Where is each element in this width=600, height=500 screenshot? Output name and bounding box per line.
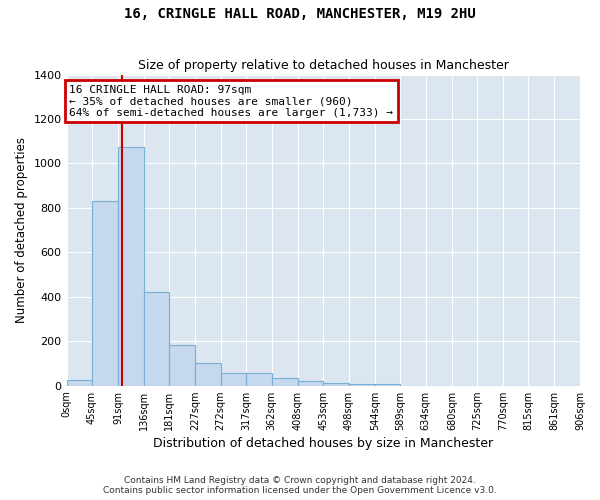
Bar bbox=[375, 384, 400, 386]
Text: 16 CRINGLE HALL ROAD: 97sqm
← 35% of detached houses are smaller (960)
64% of se: 16 CRINGLE HALL ROAD: 97sqm ← 35% of det… bbox=[70, 84, 394, 118]
Bar bbox=[221, 373, 246, 386]
Bar bbox=[118, 147, 143, 386]
Bar bbox=[143, 292, 169, 386]
X-axis label: Distribution of detached houses by size in Manchester: Distribution of detached houses by size … bbox=[153, 437, 493, 450]
Text: Contains HM Land Registry data © Crown copyright and database right 2024.
Contai: Contains HM Land Registry data © Crown c… bbox=[103, 476, 497, 495]
Bar bbox=[246, 374, 272, 386]
Text: 16, CRINGLE HALL ROAD, MANCHESTER, M19 2HU: 16, CRINGLE HALL ROAD, MANCHESTER, M19 2… bbox=[124, 8, 476, 22]
Y-axis label: Number of detached properties: Number of detached properties bbox=[15, 137, 28, 323]
Title: Size of property relative to detached houses in Manchester: Size of property relative to detached ho… bbox=[138, 59, 509, 72]
Bar bbox=[169, 344, 195, 386]
Bar bbox=[195, 364, 221, 386]
Bar bbox=[67, 380, 92, 386]
Bar bbox=[349, 384, 375, 386]
Bar bbox=[298, 381, 323, 386]
Bar bbox=[323, 383, 349, 386]
Bar bbox=[272, 378, 298, 386]
Bar bbox=[92, 201, 118, 386]
